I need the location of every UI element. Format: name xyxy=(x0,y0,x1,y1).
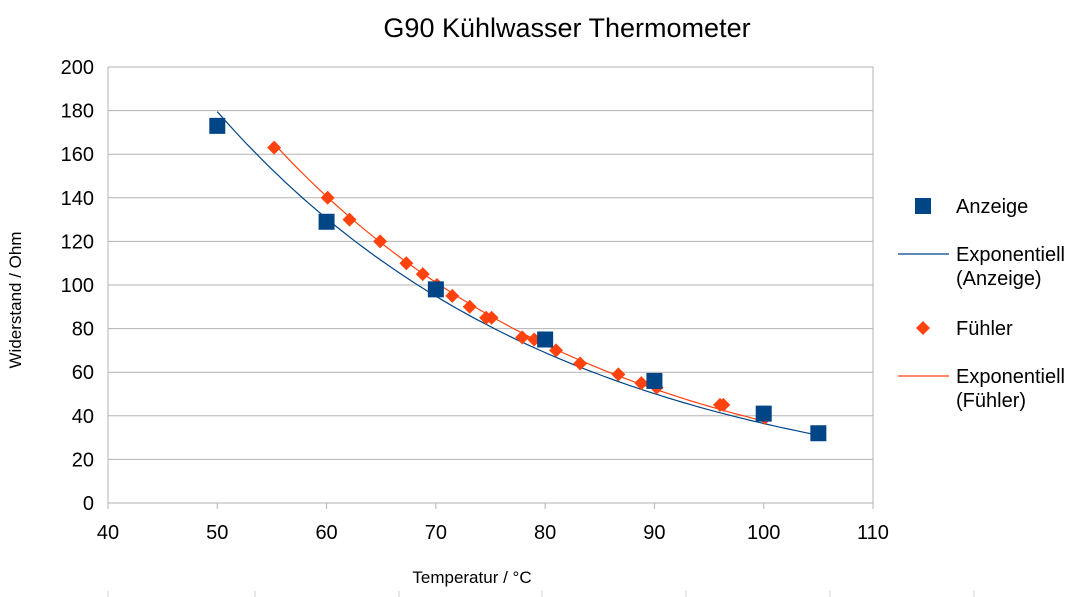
x-tick-label: 60 xyxy=(315,522,337,544)
trendlines xyxy=(216,111,819,436)
data-point xyxy=(716,397,731,412)
y-tick-label: 200 xyxy=(61,57,94,79)
legend-marker-diamond xyxy=(916,321,930,335)
data-point xyxy=(373,234,388,249)
data-point xyxy=(267,140,282,155)
trendline xyxy=(273,143,765,422)
legend-label: (Fühler) xyxy=(956,390,1026,412)
data-point xyxy=(318,213,335,230)
x-tick-label: 110 xyxy=(857,522,889,544)
y-tick-label: 0 xyxy=(83,493,94,515)
legend: AnzeigeExponentiell(Anzeige)FühlerExpone… xyxy=(898,196,1065,412)
bottom-ticks-decor xyxy=(107,591,975,597)
data-point xyxy=(646,372,663,389)
legend-label: Exponentiell xyxy=(956,244,1065,266)
y-tick-label: 100 xyxy=(61,275,94,297)
y-axis-title: Widerstand / Ohm xyxy=(6,232,25,369)
data-point xyxy=(209,117,226,134)
data-point xyxy=(415,267,430,282)
y-tick-label: 120 xyxy=(61,231,94,253)
trendline xyxy=(216,111,819,436)
y-tick-label: 20 xyxy=(72,449,94,471)
x-axis-title: Temperatur / °C xyxy=(412,568,531,587)
y-tick-label: 80 xyxy=(72,319,94,341)
data-point xyxy=(573,356,588,371)
data-point xyxy=(484,310,499,325)
x-tick-label: 50 xyxy=(206,522,228,544)
gridlines xyxy=(107,66,874,509)
data-point xyxy=(445,288,460,303)
x-tick-label: 80 xyxy=(534,522,556,544)
legend-label: (Anzeige) xyxy=(956,268,1042,290)
legend-label: Exponentiell xyxy=(956,366,1065,388)
data-point xyxy=(515,330,530,345)
data-point xyxy=(399,256,414,271)
y-tick-label: 60 xyxy=(72,362,94,384)
data-point xyxy=(755,405,772,422)
y-tick-label: 160 xyxy=(61,144,94,166)
y-tick-label: 140 xyxy=(61,188,94,210)
x-tick-label: 90 xyxy=(643,522,665,544)
x-tick-label: 40 xyxy=(97,522,119,544)
x-tick-label: 70 xyxy=(425,522,447,544)
data-point xyxy=(537,331,554,348)
y-tick-label: 40 xyxy=(72,406,94,428)
data-point xyxy=(342,212,357,227)
data-point xyxy=(320,190,335,205)
data-points xyxy=(209,117,827,442)
legend-label: Anzeige xyxy=(956,196,1028,218)
data-point xyxy=(810,425,827,442)
data-point xyxy=(611,367,626,382)
chart-title: G90 Kühlwasser Thermometer xyxy=(383,13,750,43)
legend-label: Fühler xyxy=(956,318,1013,340)
data-point xyxy=(634,376,649,391)
data-point xyxy=(462,299,477,314)
legend-marker-square xyxy=(915,198,931,214)
axis-ticks: 0 20 40 60 80 100 120 140 160 180 200 40 50 60 70 80 90 1… xyxy=(61,57,889,544)
data-point xyxy=(427,281,444,298)
x-tick-label: 100 xyxy=(747,522,780,544)
y-tick-label: 180 xyxy=(61,101,94,123)
